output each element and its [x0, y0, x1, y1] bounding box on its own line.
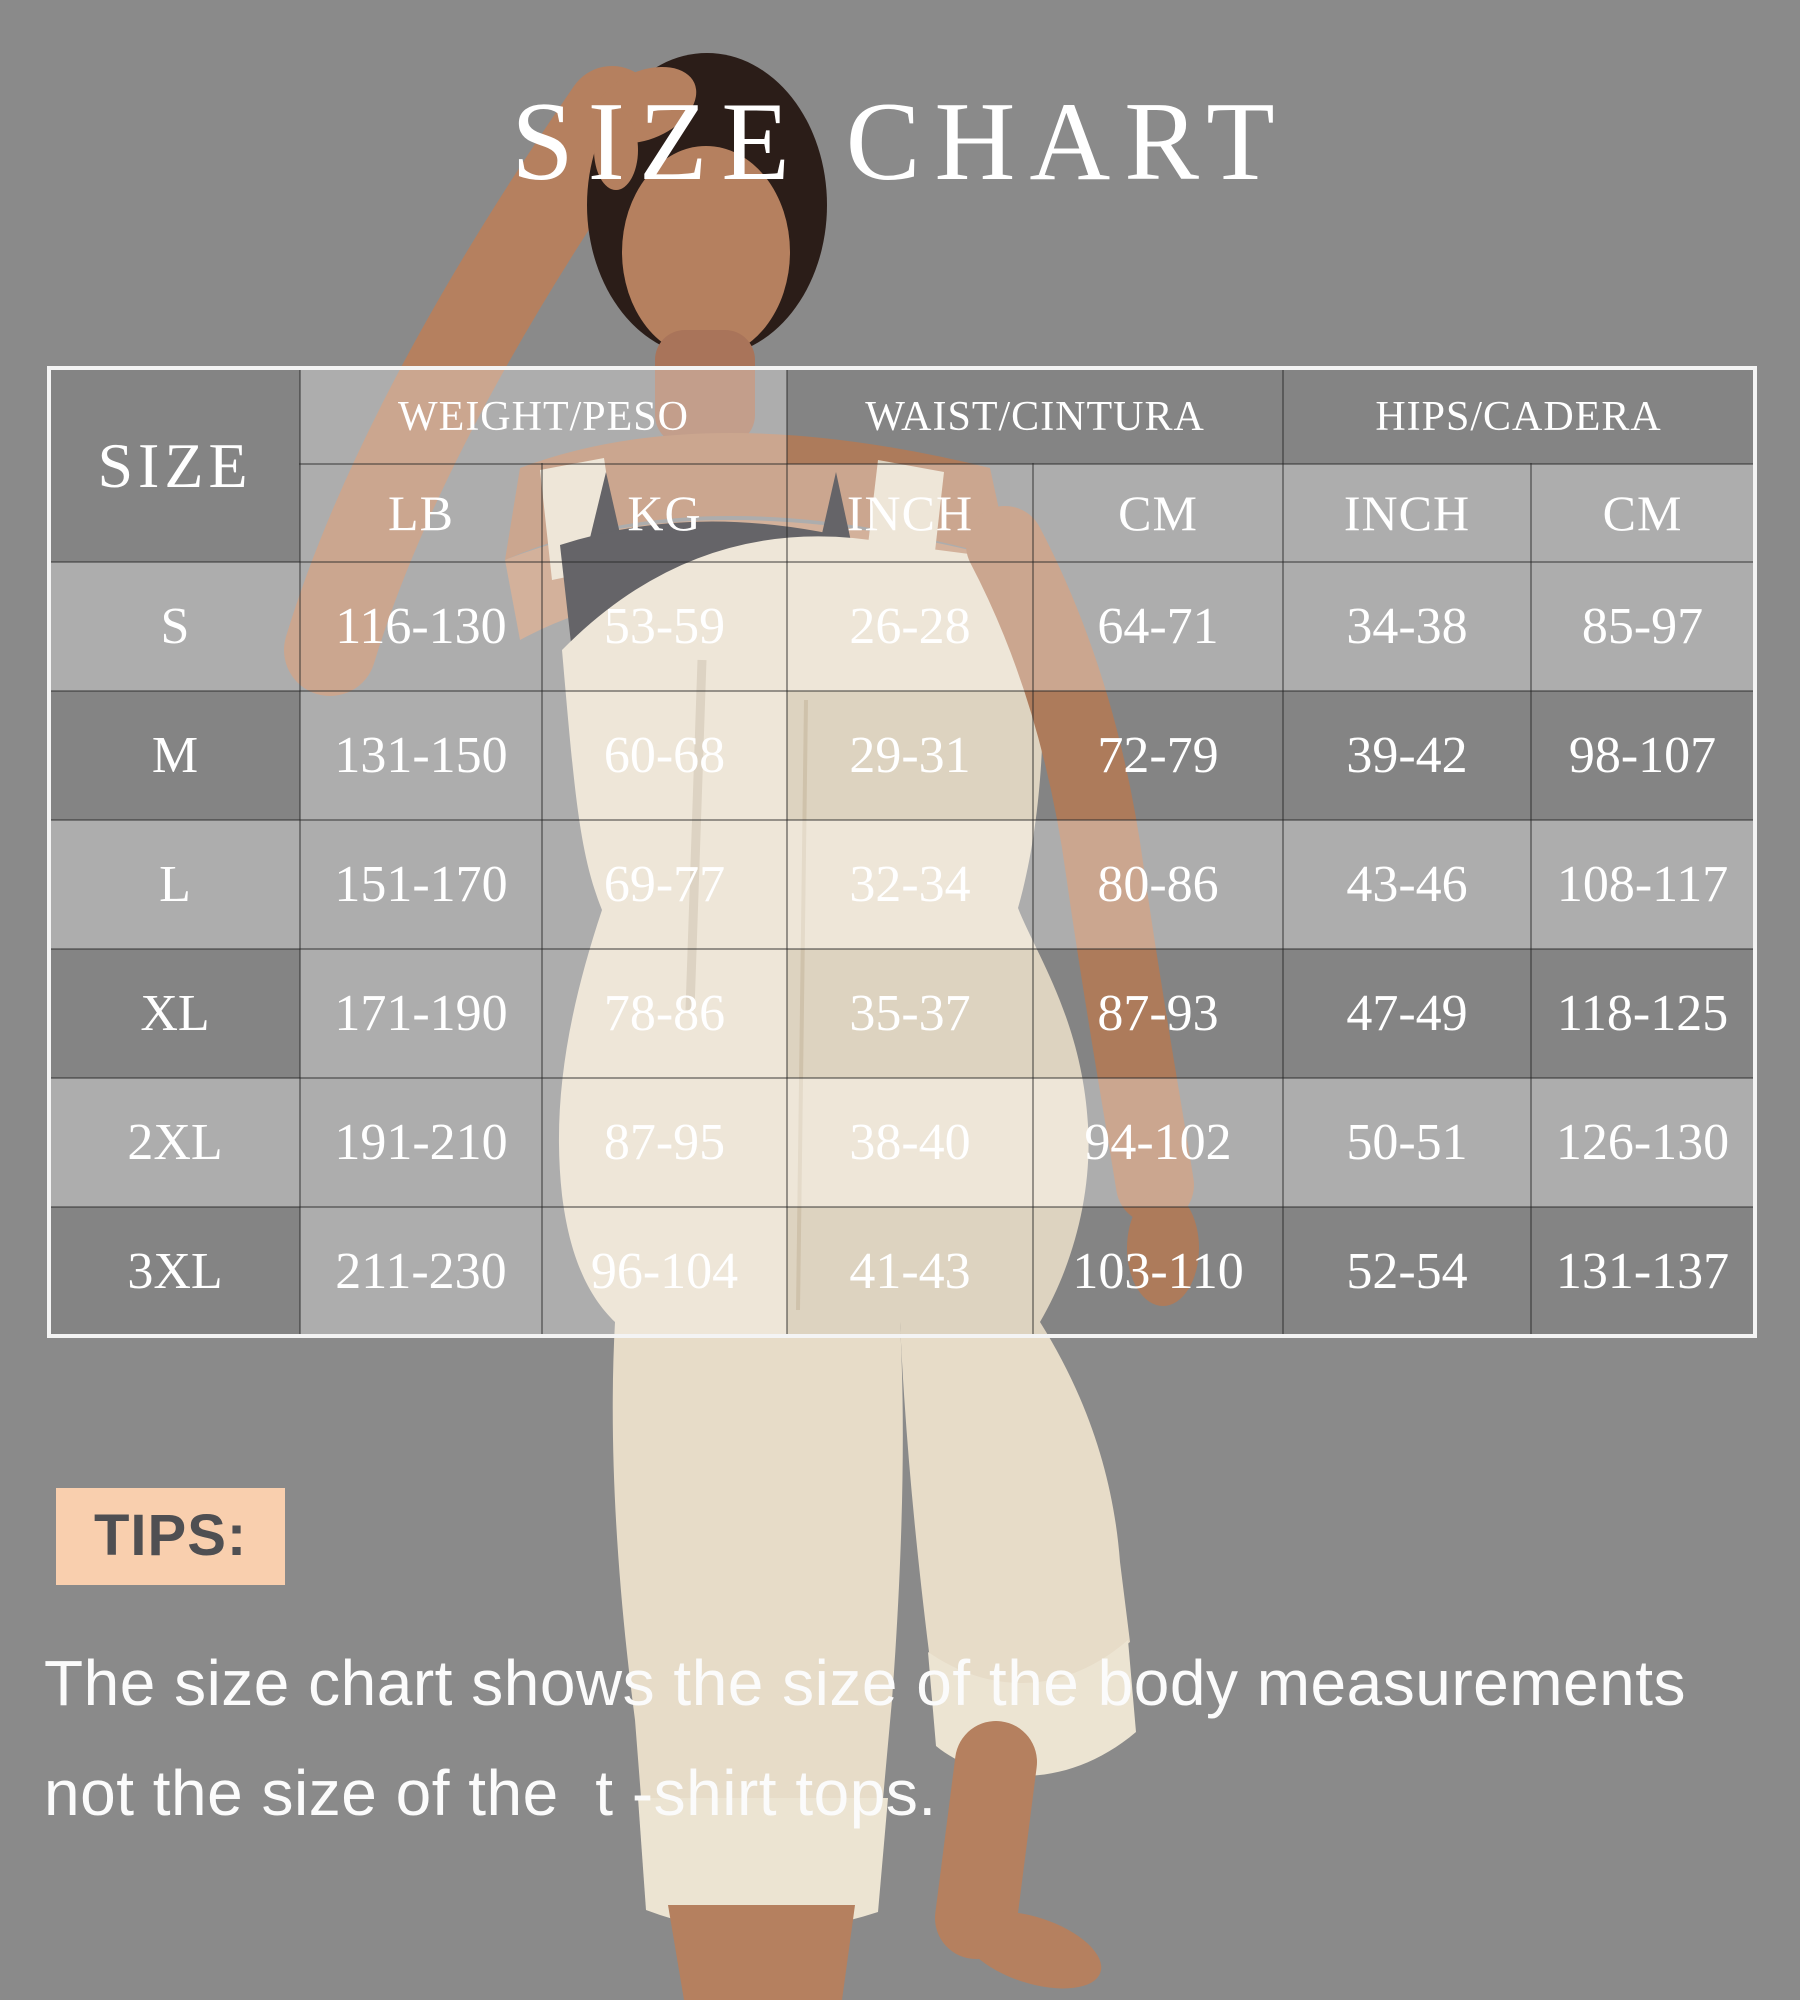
- unit-header-hips-cm: CM: [1530, 463, 1757, 563]
- value-cell: 26-28: [786, 561, 1035, 692]
- model-right-thigh: [900, 1322, 1130, 1689]
- model-left-shin: [668, 1905, 855, 2000]
- value-cell: 87-93: [1032, 948, 1285, 1079]
- value-cell: 53-59: [540, 561, 789, 692]
- tips-text-line1: The size chart shows the size of the bod…: [44, 1647, 1686, 1719]
- value-cell: 69-77: [540, 819, 789, 950]
- value-cell: 126-130: [1530, 1077, 1757, 1208]
- unit-header-hips-inch: INCH: [1282, 463, 1533, 563]
- value-cell: 94-102: [1032, 1077, 1285, 1208]
- value-cell: 78-86: [540, 948, 789, 1079]
- page-title: SIZE CHART: [511, 80, 1289, 204]
- tips-badge: TIPS:: [56, 1488, 286, 1585]
- value-cell: 103-110: [1032, 1206, 1285, 1337]
- model-fingers: [594, 110, 638, 190]
- size-cell: M: [48, 690, 301, 821]
- value-cell: 131-150: [299, 690, 543, 821]
- value-cell: 171-190: [299, 948, 543, 1079]
- value-cell: 116-130: [299, 561, 543, 692]
- group-header-weight: WEIGHT/PESO: [298, 367, 789, 465]
- model-face: [622, 146, 790, 358]
- group-header-waist: WAIST/CINTURA: [786, 367, 1285, 465]
- value-cell: 47-49: [1282, 948, 1533, 1079]
- model-lace-left: [638, 1798, 888, 1932]
- value-cell: 80-86: [1032, 819, 1285, 950]
- unit-header-lb: LB: [299, 463, 543, 563]
- tips-text-line2: not the size of the t -shirt tops.: [44, 1757, 937, 1829]
- value-cell: 96-104: [540, 1206, 789, 1337]
- unit-header-kg: KG: [540, 463, 789, 563]
- value-cell: 131-137: [1530, 1206, 1757, 1337]
- value-cell: 43-46: [1282, 819, 1533, 950]
- size-table: SIZE WEIGHT/PESO WAIST/CINTURA HIPS/CADE…: [47, 366, 1758, 1338]
- value-cell: 35-37: [786, 948, 1035, 1079]
- size-cell: L: [48, 819, 301, 950]
- value-cell: 151-170: [299, 819, 543, 950]
- value-cell: 191-210: [299, 1077, 543, 1208]
- value-cell: 50-51: [1282, 1077, 1533, 1208]
- value-cell: 34-38: [1282, 561, 1533, 692]
- value-cell: 72-79: [1032, 690, 1285, 821]
- table-row-2xl: 2XL 191-210 87-95 38-40 94-102 50-51 126…: [48, 1077, 1757, 1208]
- unit-header-waist-cm: CM: [1032, 463, 1285, 563]
- table-row-3xl: 3XL 211-230 96-104 41-43 103-110 52-54 1…: [48, 1206, 1757, 1337]
- value-cell: 39-42: [1282, 690, 1533, 821]
- unit-header-waist-inch: INCH: [786, 463, 1035, 563]
- value-cell: 64-71: [1032, 561, 1285, 692]
- size-column-header: SIZE: [48, 367, 301, 563]
- value-cell: 60-68: [540, 690, 789, 821]
- value-cell: 108-117: [1530, 819, 1757, 950]
- table-row-s: S 116-130 53-59 26-28 64-71 34-38 85-97: [48, 561, 1757, 692]
- value-cell: 38-40: [786, 1077, 1035, 1208]
- size-cell: XL: [48, 948, 301, 1079]
- model-foot: [962, 1911, 1102, 1989]
- value-cell: 98-107: [1530, 690, 1757, 821]
- value-cell: 87-95: [540, 1077, 789, 1208]
- value-cell: 52-54: [1282, 1206, 1533, 1337]
- table-row-xl: XL 171-190 78-86 35-37 87-93 47-49 118-1…: [48, 948, 1757, 1079]
- value-cell: 118-125: [1530, 948, 1757, 1079]
- value-cell: 29-31: [786, 690, 1035, 821]
- value-cell: 41-43: [786, 1206, 1035, 1337]
- value-cell: 32-34: [786, 819, 1035, 950]
- value-cell: 211-230: [299, 1206, 543, 1337]
- group-header-hips: HIPS/CADERA: [1282, 367, 1757, 465]
- table-row-m: M 131-150 60-68 29-31 72-79 39-42 98-107: [48, 690, 1757, 821]
- size-cell: S: [48, 561, 301, 692]
- table-row-l: L 151-170 69-77 32-34 80-86 43-46 108-11…: [48, 819, 1757, 950]
- value-cell: 85-97: [1530, 561, 1757, 692]
- model-left-thigh: [612, 1322, 903, 1810]
- size-cell: 2XL: [48, 1077, 301, 1208]
- size-cell: 3XL: [48, 1206, 301, 1337]
- model-right-calf: [935, 1721, 1037, 1959]
